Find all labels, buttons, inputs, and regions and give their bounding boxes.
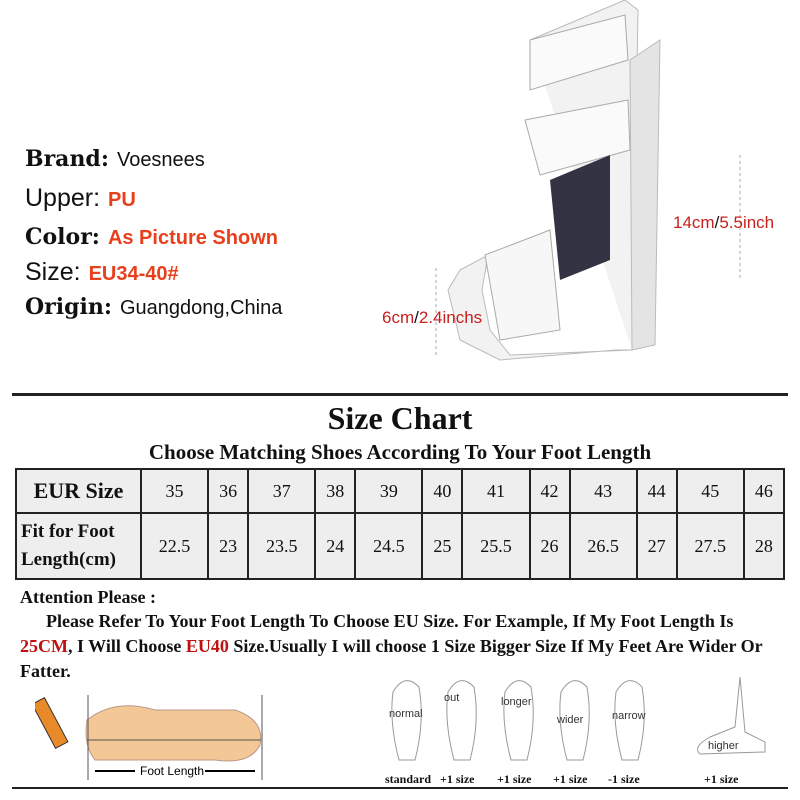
foot-type-label: higher xyxy=(708,740,739,752)
foot-length-cell: 28 xyxy=(742,512,786,580)
eur-size-cell: 45 xyxy=(675,468,745,514)
foot-length-cell: 26 xyxy=(528,512,571,580)
spec-label: Brand: xyxy=(25,146,109,172)
foot-size-advice: +1 size xyxy=(553,772,588,786)
foot-length-label: Foot Length xyxy=(140,764,205,778)
pencil-icon xyxy=(35,696,69,750)
foot-type-label: longer xyxy=(501,696,532,708)
spec-value: As Picture Shown xyxy=(107,227,278,249)
foot-length-cell: 25 xyxy=(421,512,464,580)
eur-size-cell: 43 xyxy=(568,468,638,514)
spec-value: Guangdong,China xyxy=(119,297,283,319)
foot-length-cell: 25.5 xyxy=(461,512,531,580)
size-chart-title: Size Chart xyxy=(327,400,473,436)
spec-brand: Brand: Voesnees xyxy=(25,146,205,172)
eur-size-cell: 38 xyxy=(314,468,357,514)
foot-length-cell: 26.5 xyxy=(568,512,638,580)
foot-type-label: narrow xyxy=(612,710,646,722)
attention-text: Please Refer To Your Foot Length To Choo… xyxy=(20,611,763,681)
foot-wider-icon xyxy=(559,680,590,761)
foot-length-cell: 27.5 xyxy=(675,512,745,580)
spec-label: Size: xyxy=(25,258,81,286)
foot-length-cell: 24 xyxy=(314,512,357,580)
foot-normal-icon xyxy=(391,680,422,761)
foot-size-advice: standard xyxy=(385,772,432,786)
platform-dimension: 6cm/2.4inchs xyxy=(382,308,483,327)
foot-type-label: wider xyxy=(557,714,584,726)
foot-measure-illustration xyxy=(35,695,263,780)
foot-longer-icon xyxy=(503,680,534,761)
spec-label: Origin: xyxy=(25,294,112,320)
divider xyxy=(12,393,788,396)
attention-heading: Attention Please : xyxy=(20,587,156,607)
foot-size-advice: +1 size xyxy=(440,772,475,786)
size-chart-subtitle: Choose Matching Shoes According To Your … xyxy=(148,440,652,464)
eur-row: EUR Size 35 36 37 38 39 40 41 42 43 44 45 46 xyxy=(15,468,786,514)
foot-out-icon xyxy=(446,680,477,761)
foot-length-cell: 23.5 xyxy=(247,512,317,580)
size-table: EUR Size 35 36 37 38 39 40 41 42 43 44 45 46 Fit for… xyxy=(15,468,786,580)
eur-size-cell: 42 xyxy=(528,468,571,514)
foot-size-advice: -1 size xyxy=(608,772,640,786)
eur-size-cell: 39 xyxy=(354,468,424,514)
foot-size-advice: +1 size xyxy=(497,772,532,786)
eur-size-cell: 40 xyxy=(421,468,464,514)
shoe-image xyxy=(435,0,741,361)
foot-narrow-icon xyxy=(614,680,645,761)
bottom-divider xyxy=(12,787,788,789)
spec-color: Color: As Picture Shown xyxy=(25,224,278,250)
foot-length-cell: 24.5 xyxy=(354,512,424,580)
eur-size-cell: 44 xyxy=(635,468,678,514)
foot-length-cell: 23 xyxy=(207,512,250,580)
height-dimension: 14cm/5.5inch xyxy=(673,213,775,232)
length-row: Fit for Foot Length(cm) 22.5 23 23.5 24 24.5 2… xyxy=(15,512,786,580)
eur-size-cell: 36 xyxy=(207,468,250,514)
spec-value: PU xyxy=(108,189,136,211)
spec-origin: Origin: Guangdong,China xyxy=(25,294,282,320)
foot-higher-icon xyxy=(697,676,766,755)
row-header: Fit for Foot Length(cm) xyxy=(15,512,142,580)
eur-size-cell: 35 xyxy=(139,468,210,514)
eur-size-cell: 46 xyxy=(742,468,786,514)
foot-length-cell: 27 xyxy=(635,512,678,580)
foot-size-advice: +1 size xyxy=(704,772,739,786)
row-header: EUR Size xyxy=(15,468,142,514)
spec-upper: Upper: PU xyxy=(25,184,136,213)
spec-size: Size: EU34-40# xyxy=(25,258,179,287)
eur-size-cell: 41 xyxy=(461,468,531,514)
foot-length-cell: 22.5 xyxy=(139,512,210,580)
foot-type-label: normal xyxy=(389,708,423,720)
spec-label: Color: xyxy=(25,224,100,250)
spec-value: Voesnees xyxy=(116,149,205,171)
eur-size-cell: 37 xyxy=(247,468,317,514)
spec-value: EU34-40# xyxy=(88,263,179,285)
foot-type-label: out xyxy=(444,692,460,704)
spec-label: Upper: xyxy=(25,184,101,212)
